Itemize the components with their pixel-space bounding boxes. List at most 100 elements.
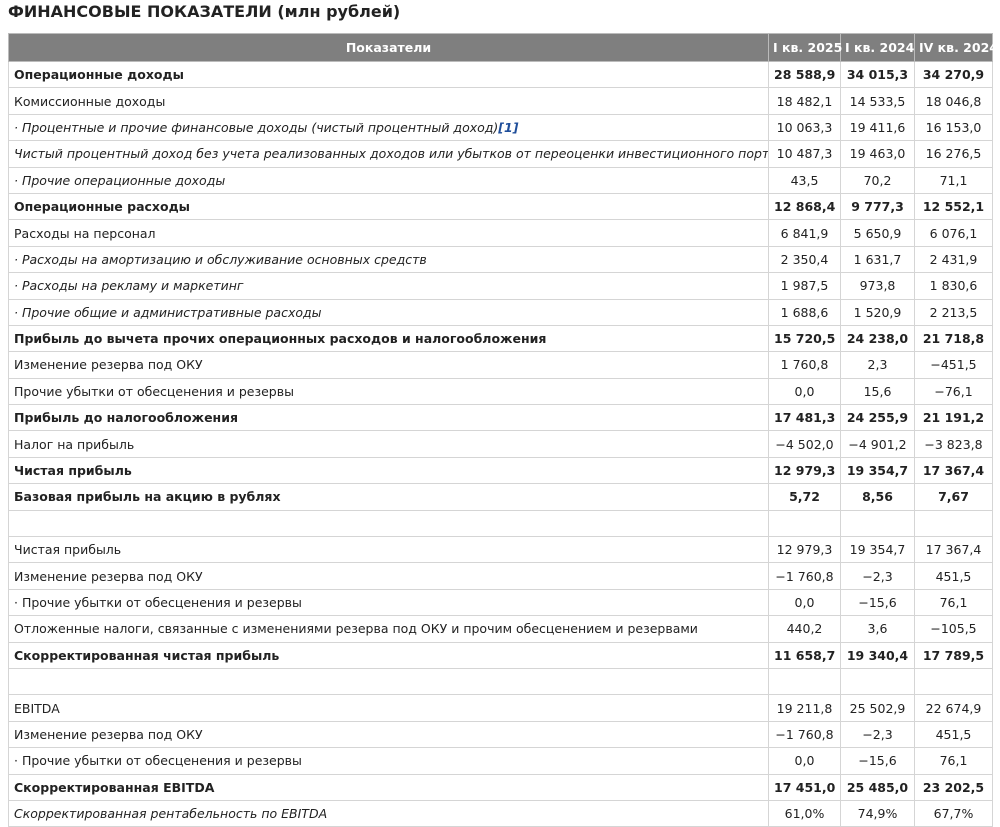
empty-cell	[8, 509, 769, 538]
label-text: Прибыль до налогообложения	[14, 410, 238, 426]
table-row: Прибыль до налогообложения 17 481,3 24 255…	[8, 404, 993, 432]
table-row: Расходы на персонал 6 841,9 5 650,9 6 076,1	[8, 219, 993, 247]
value-cell: 28 588,9	[768, 60, 841, 89]
table-body: Операционные доходы 28 588,9 34 015,3 34 27…	[8, 60, 993, 827]
value-cell: −105,5	[914, 615, 993, 643]
value-cell: 71,1	[914, 166, 993, 194]
label-text: Скорректированная EBITDA	[14, 779, 215, 795]
value-cell: 0,0	[768, 588, 841, 617]
value-cell: 6 076,1	[914, 219, 993, 247]
table-row: Изменение резерва под ОКУ −1 760,8 −2,3 451…	[8, 562, 993, 590]
table-row	[8, 509, 993, 538]
value-cell: 1 688,6	[768, 298, 841, 326]
value-cell: 12 979,3	[768, 456, 841, 485]
table-row: · Прочие операционные доходы 43,5 70,2 71,1	[8, 166, 993, 194]
value-cell: −2,3	[840, 562, 915, 590]
table-row: · Прочие убытки от обесценения и резервы…	[8, 588, 993, 617]
value-cell: 24 238,0	[840, 324, 915, 353]
table-row: Чистая прибыль 12 979,3 19 354,7 17 367,4	[8, 536, 993, 564]
label-text: EBITDA	[14, 700, 60, 716]
value-cell: 14 533,5	[840, 87, 915, 115]
table-row: Скорректированная EBITDA 17 451,0 25 485,0…	[8, 773, 993, 801]
value-cell: −1 760,8	[768, 720, 841, 749]
value-cell: 1 631,7	[840, 245, 915, 274]
row-label: Изменение резерва под ОКУ	[8, 351, 769, 379]
table-row: Скорректированная чистая прибыль 11 658,7…	[8, 641, 993, 669]
footnote-link[interactable]: [1]	[498, 119, 519, 135]
row-label: Чистая прибыль	[8, 536, 769, 564]
label-text: Прибыль до вычета прочих операционных ра…	[14, 331, 547, 347]
header-row: Показатели I кв. 2025 I кв. 2024 IV кв. 202…	[8, 33, 998, 62]
value-cell: 61,0%	[768, 799, 841, 827]
table-row: Чистая прибыль 12 979,3 19 354,7 17 367,4	[8, 456, 993, 485]
label-text: Изменение резерва под ОКУ	[14, 357, 203, 373]
table-row: Прочие убытки от обесценения и резервы 0,…	[8, 377, 993, 406]
row-label: · Прочие убытки от обесценения и резервы	[8, 747, 769, 775]
label-text: Операционные доходы	[14, 67, 184, 83]
row-label: · Расходы на амортизацию и обслуживание …	[8, 245, 769, 274]
value-cell: 19 340,4	[840, 641, 915, 669]
table-row	[8, 667, 993, 696]
table-row: Операционные расходы 12 868,4 9 777,3 12 55…	[8, 192, 993, 221]
empty-cell	[914, 667, 993, 696]
value-cell: 1 520,9	[840, 298, 915, 326]
empty-cell	[768, 667, 841, 696]
financial-table: Показатели I кв. 2025 I кв. 2024 IV кв. 202…	[8, 33, 998, 827]
title: ФИНАНСОВЫЕ ПОКАЗАТЕЛИ (млн рублей)	[8, 2, 401, 21]
row-label: Чистая прибыль	[8, 456, 769, 485]
value-cell: 1 760,8	[768, 351, 841, 379]
row-label: · Процентные и прочие финансовые доходы …	[8, 113, 769, 142]
label-text: · Прочие убытки от обесценения и резервы	[14, 753, 302, 769]
value-cell: 17 451,0	[768, 773, 841, 801]
row-label: Прочие убытки от обесценения и резервы	[8, 377, 769, 406]
column-header: Показатели	[8, 33, 769, 62]
value-cell: 440,2	[768, 615, 841, 643]
value-cell: 451,5	[914, 562, 993, 590]
value-cell: 22 674,9	[914, 694, 993, 722]
label-text: Отложенные налоги, связанные с изменения…	[14, 621, 698, 637]
value-cell: 1 987,5	[768, 272, 841, 300]
row-label: EBITDA	[8, 694, 769, 722]
row-label: Комиссионные доходы	[8, 87, 769, 115]
table-row: Прибыль до вычета прочих операционных ра…	[8, 324, 993, 353]
row-label: Скорректированная EBITDA	[8, 773, 769, 801]
label-text: · Прочие общие и административные расход…	[14, 304, 322, 320]
value-cell: 18 046,8	[914, 87, 993, 115]
label-text: Изменение резерва под ОКУ	[14, 726, 203, 742]
value-cell: 19 463,0	[840, 140, 915, 168]
value-cell: 34 015,3	[840, 60, 915, 89]
value-cell: 451,5	[914, 720, 993, 749]
label-text: · Расходы на амортизацию и обслуживание …	[14, 251, 427, 267]
value-cell: 7,67	[914, 483, 993, 511]
value-cell: 12 979,3	[768, 536, 841, 564]
value-cell: 0,0	[768, 377, 841, 406]
row-label: Прибыль до налогообложения	[8, 404, 769, 432]
row-label: Отложенные налоги, связанные с изменения…	[8, 615, 769, 643]
table-row: Отложенные налоги, связанные с изменения…	[8, 615, 993, 643]
row-label: Налог на прибыль	[8, 430, 769, 458]
value-cell: −2,3	[840, 720, 915, 749]
table-row: · Прочие общие и административные расход…	[8, 298, 993, 326]
row-label: Прибыль до вычета прочих операционных ра…	[8, 324, 769, 353]
value-cell: 17 367,4	[914, 456, 993, 485]
value-cell: −76,1	[914, 377, 993, 406]
column-header: I кв. 2025	[768, 33, 842, 62]
table-row: Скорректированная рентабельность по EBIT…	[8, 799, 993, 827]
value-cell: 76,1	[914, 588, 993, 617]
label-text: Чистый процентный доход без учета реализ…	[14, 146, 769, 162]
label-text: Скорректированная рентабельность по EBIT…	[14, 806, 328, 822]
value-cell: 67,7%	[914, 799, 993, 827]
row-label: · Прочие операционные доходы	[8, 166, 769, 194]
value-cell: 16 276,5	[914, 140, 993, 168]
value-cell: 2 350,4	[768, 245, 841, 274]
value-cell: 2 431,9	[914, 245, 993, 274]
empty-cell	[840, 667, 915, 696]
row-label: · Расходы на рекламу и маркетинг	[8, 272, 769, 300]
value-cell: 3,6	[840, 615, 915, 643]
value-cell: 70,2	[840, 166, 915, 194]
value-cell: 0,0	[768, 747, 841, 775]
value-cell: 18 482,1	[768, 87, 841, 115]
value-cell: 16 153,0	[914, 113, 993, 142]
table-row: EBITDA 19 211,8 25 502,9 22 674,9	[8, 694, 993, 722]
label-text: Операционные расходы	[14, 199, 190, 215]
